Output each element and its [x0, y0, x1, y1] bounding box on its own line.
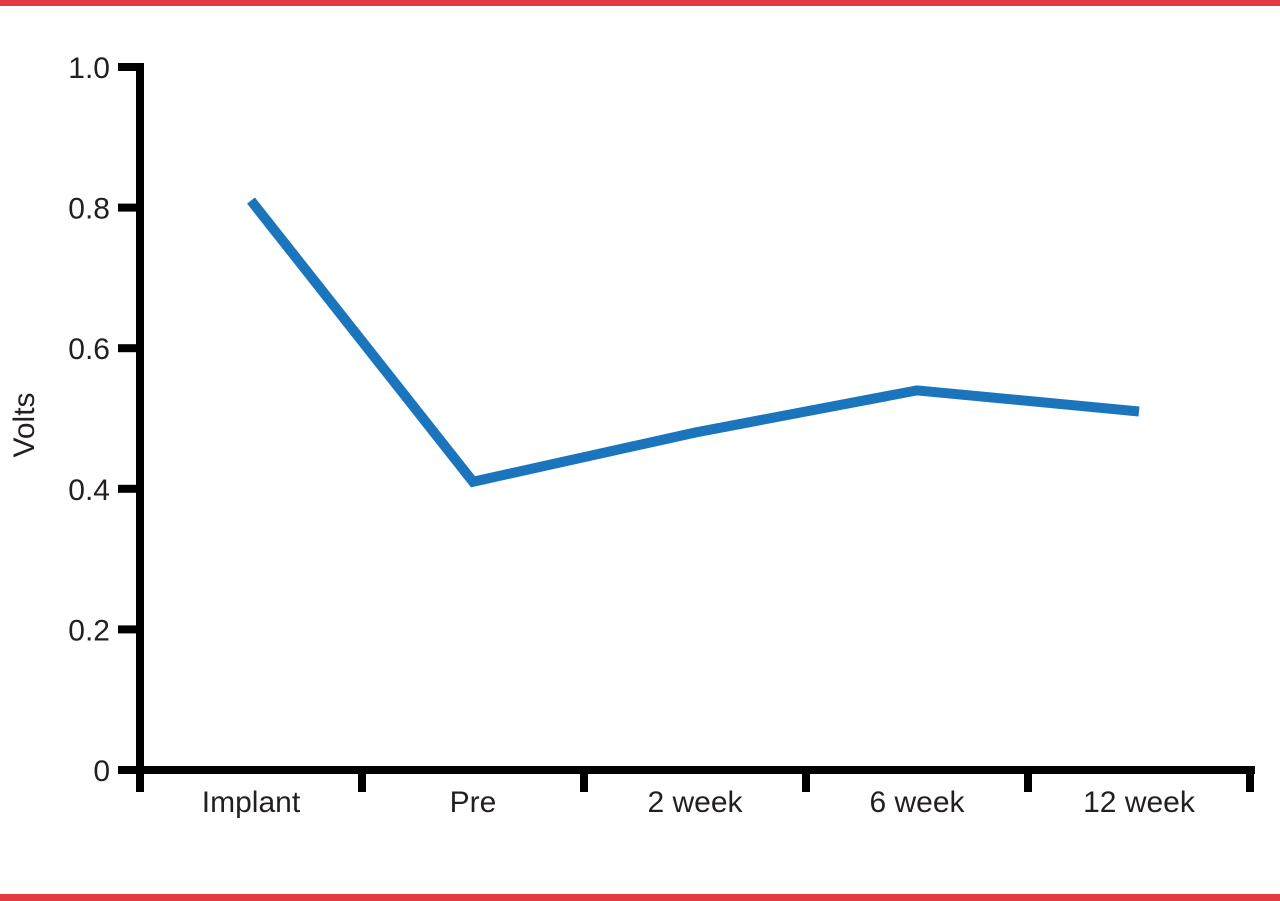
- bottom-border-line: [0, 894, 1280, 901]
- y-tick-label: 0.4: [68, 474, 110, 507]
- y-tick: [118, 344, 140, 353]
- x-tick: [1024, 770, 1032, 792]
- y-tick: [118, 63, 140, 71]
- x-tick-label: 12 week: [1083, 786, 1196, 819]
- y-tick: [118, 766, 140, 774]
- y-axis-title: Volts: [8, 392, 41, 457]
- x-tick: [136, 770, 144, 792]
- y-axis-ticks: 0 0.2 0.4 0.6 0.8 1.0: [68, 52, 140, 788]
- y-tick: [118, 484, 140, 493]
- x-tick-label: 6 week: [869, 786, 965, 819]
- x-tick: [358, 770, 366, 792]
- data-line: [247, 197, 1140, 488]
- x-axis-ticks: Implant Pre 2 week 6 week 12 week: [136, 770, 1254, 819]
- y-tick-label: 0: [93, 755, 110, 788]
- top-border-line: [0, 0, 1280, 6]
- x-tick: [580, 770, 588, 792]
- x-tick-label: 2 week: [647, 786, 743, 819]
- y-tick-label: 0.6: [68, 333, 110, 366]
- y-tick-label: 1.0: [68, 52, 110, 85]
- y-tick: [118, 203, 140, 212]
- x-tick: [802, 770, 810, 792]
- y-axis-line: [136, 63, 144, 774]
- data-series: [247, 197, 1140, 488]
- x-axis-line: [136, 766, 1255, 774]
- y-tick-label: 0.8: [68, 193, 110, 226]
- x-tick-label: Pre: [450, 786, 497, 819]
- y-tick: [118, 625, 140, 634]
- y-tick-label: 0.2: [68, 614, 110, 647]
- x-tick-label: Implant: [202, 786, 301, 819]
- x-tick: [1246, 770, 1254, 792]
